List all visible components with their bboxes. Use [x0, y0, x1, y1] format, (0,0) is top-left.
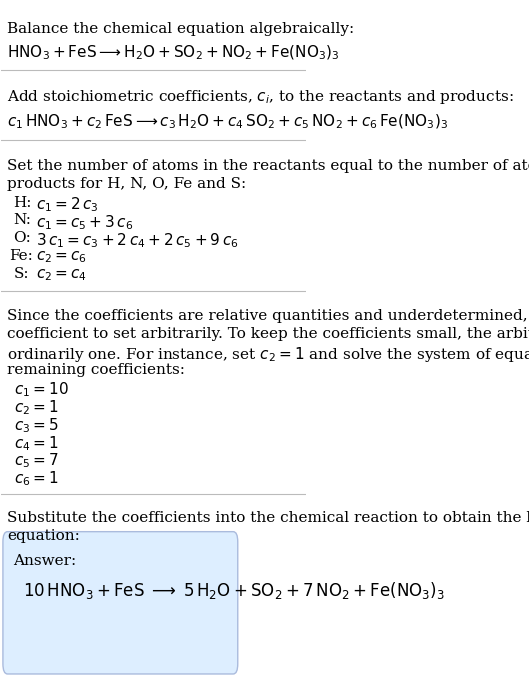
Text: O:: O:: [14, 232, 31, 245]
Text: Substitute the coefficients into the chemical reaction to obtain the balanced: Substitute the coefficients into the che…: [7, 511, 529, 525]
Text: $c_6 = 1$: $c_6 = 1$: [14, 469, 58, 488]
Text: $c_5 = 7$: $c_5 = 7$: [14, 451, 58, 471]
Text: Since the coefficients are relative quantities and underdetermined, choose a: Since the coefficients are relative quan…: [7, 309, 529, 324]
Text: N:: N:: [14, 214, 32, 227]
Text: coefficient to set arbitrarily. To keep the coefficients small, the arbitrary va: coefficient to set arbitrarily. To keep …: [7, 327, 529, 341]
Text: H:: H:: [14, 196, 32, 210]
Text: $c_2 = c_6$: $c_2 = c_6$: [37, 249, 87, 264]
Text: Add stoichiometric coefficients, $c_i$, to the reactants and products:: Add stoichiometric coefficients, $c_i$, …: [7, 89, 514, 106]
Text: remaining coefficients:: remaining coefficients:: [7, 363, 186, 376]
Text: S:: S:: [14, 267, 29, 281]
Text: Balance the chemical equation algebraically:: Balance the chemical equation algebraica…: [7, 22, 355, 36]
Text: $c_4 = 1$: $c_4 = 1$: [14, 433, 58, 453]
Text: equation:: equation:: [7, 529, 80, 543]
Text: $10\,\mathrm{HNO_3 + FeS} \;\longrightarrow\; 5\,\mathrm{H_2O + SO_2} + 7\,\math: $10\,\mathrm{HNO_3 + FeS} \;\longrightar…: [23, 580, 444, 600]
Text: Answer:: Answer:: [14, 554, 77, 568]
Text: $c_1 = 10$: $c_1 = 10$: [14, 381, 68, 399]
FancyBboxPatch shape: [3, 532, 238, 674]
Text: Set the number of atoms in the reactants equal to the number of atoms in the: Set the number of atoms in the reactants…: [7, 159, 529, 172]
Text: $c_3 = 5$: $c_3 = 5$: [14, 416, 58, 435]
Text: $\mathrm{HNO_3 + FeS \longrightarrow H_2O + SO_2 + NO_2 + Fe(NO_3)_3}$: $\mathrm{HNO_3 + FeS \longrightarrow H_2…: [7, 44, 340, 63]
Text: products for H, N, O, Fe and S:: products for H, N, O, Fe and S:: [7, 177, 247, 190]
Text: $c_2 = 1$: $c_2 = 1$: [14, 398, 58, 417]
Text: ordinarily one. For instance, set $c_2 = 1$ and solve the system of equations fo: ordinarily one. For instance, set $c_2 =…: [7, 345, 529, 364]
Text: $3\,c_1 = c_3 + 2\,c_4 + 2\,c_5 + 9\,c_6$: $3\,c_1 = c_3 + 2\,c_4 + 2\,c_5 + 9\,c_6…: [37, 232, 239, 250]
Text: $c_1 = 2\,c_3$: $c_1 = 2\,c_3$: [37, 196, 99, 214]
Text: $c_2 = c_4$: $c_2 = c_4$: [37, 267, 87, 282]
Text: Fe:: Fe:: [9, 249, 33, 263]
Text: $c_1 = c_5 + 3\,c_6$: $c_1 = c_5 + 3\,c_6$: [37, 214, 134, 232]
Text: $c_1\,\mathrm{HNO_3} + c_2\,\mathrm{FeS} \longrightarrow c_3\,\mathrm{H_2O} + c_: $c_1\,\mathrm{HNO_3} + c_2\,\mathrm{FeS}…: [7, 112, 449, 131]
